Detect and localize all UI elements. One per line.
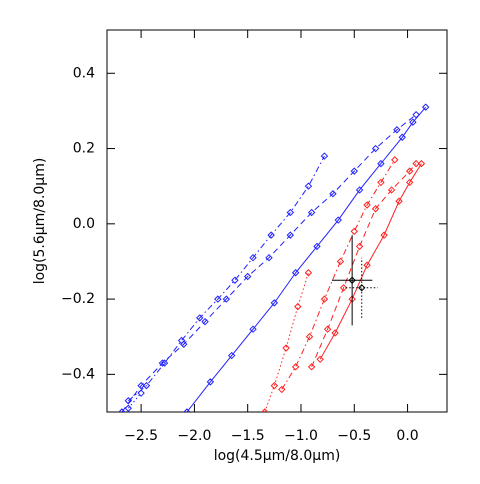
marker xyxy=(371,144,380,153)
marker xyxy=(201,317,209,326)
x-tick-label: −0.5 xyxy=(337,428,371,444)
marker xyxy=(206,378,215,386)
marker xyxy=(160,359,169,367)
x-tick-label: −1.0 xyxy=(284,428,318,444)
plot-area xyxy=(118,103,430,412)
marker xyxy=(393,126,401,134)
marker xyxy=(350,167,358,175)
y-tick-label: 0.2 xyxy=(73,141,95,157)
marker xyxy=(137,389,145,397)
marker xyxy=(377,159,385,168)
marker xyxy=(421,103,430,111)
marker xyxy=(227,351,236,360)
marker xyxy=(265,253,273,262)
x-tick-label: −2.0 xyxy=(177,428,211,444)
marker xyxy=(334,216,342,224)
marker xyxy=(282,344,290,352)
marker xyxy=(307,208,316,217)
marker xyxy=(304,269,313,277)
marker xyxy=(118,408,126,412)
series-line xyxy=(127,392,142,409)
marker xyxy=(363,261,371,269)
marker xyxy=(214,295,222,303)
marker xyxy=(305,333,314,341)
marker xyxy=(339,284,348,292)
marker xyxy=(331,329,339,337)
marker xyxy=(183,408,191,412)
series-line xyxy=(186,106,427,412)
marker xyxy=(405,178,414,187)
y-tick-label: −0.2 xyxy=(61,291,95,307)
marker xyxy=(137,381,145,390)
data-point xyxy=(358,284,366,292)
marker xyxy=(243,272,252,281)
marker xyxy=(377,178,385,187)
marker xyxy=(398,133,406,141)
marker xyxy=(196,314,204,322)
series-line xyxy=(127,155,325,402)
marker xyxy=(270,381,279,390)
marker xyxy=(395,197,403,205)
marker xyxy=(355,242,364,251)
marker xyxy=(291,363,300,371)
marker xyxy=(387,186,396,194)
series-line xyxy=(281,159,396,390)
marker xyxy=(380,231,388,239)
marker xyxy=(313,242,321,251)
data-point xyxy=(348,276,356,284)
x-tick-label: −1.5 xyxy=(231,428,265,444)
series-line xyxy=(311,163,417,368)
marker xyxy=(222,295,231,303)
marker xyxy=(350,227,358,236)
series-line xyxy=(319,163,422,360)
marker xyxy=(291,269,300,277)
y-axis-label: log(5.6μm/8.0μm) xyxy=(32,158,48,285)
marker xyxy=(249,325,257,333)
marker xyxy=(405,167,414,175)
y-tick-label: 0.0 xyxy=(73,216,95,232)
marker xyxy=(261,408,269,412)
marker xyxy=(329,190,337,198)
marker xyxy=(371,205,380,213)
marker xyxy=(412,159,420,168)
marker xyxy=(417,159,426,168)
marker xyxy=(304,182,313,190)
marker xyxy=(278,385,286,394)
x-axis-label: log(4.5μm/8.0μm) xyxy=(214,448,341,464)
marker xyxy=(270,299,279,307)
marker xyxy=(307,363,316,371)
x-tick-label: 0.0 xyxy=(396,428,418,444)
marker xyxy=(363,201,371,209)
marker xyxy=(409,118,417,126)
x-tick-label: −2.5 xyxy=(124,428,158,444)
marker xyxy=(294,302,302,311)
marker xyxy=(323,325,332,333)
marker xyxy=(267,231,275,239)
marker xyxy=(286,231,295,239)
y-tick-label: 0.4 xyxy=(73,65,95,81)
marker xyxy=(249,253,257,262)
marker xyxy=(180,340,188,348)
marker xyxy=(336,257,345,266)
marker xyxy=(158,359,167,367)
marker xyxy=(286,208,295,217)
plot-frame xyxy=(106,29,448,413)
marker xyxy=(412,110,420,119)
series-line xyxy=(264,272,309,412)
series-line xyxy=(121,114,417,412)
marker xyxy=(316,355,324,364)
marker xyxy=(320,152,329,160)
marker xyxy=(231,276,239,284)
marker xyxy=(391,156,399,164)
marker xyxy=(355,186,364,194)
y-tick-label: −0.4 xyxy=(61,366,95,382)
marker xyxy=(124,404,133,412)
marker xyxy=(320,295,329,303)
marker xyxy=(142,381,151,390)
